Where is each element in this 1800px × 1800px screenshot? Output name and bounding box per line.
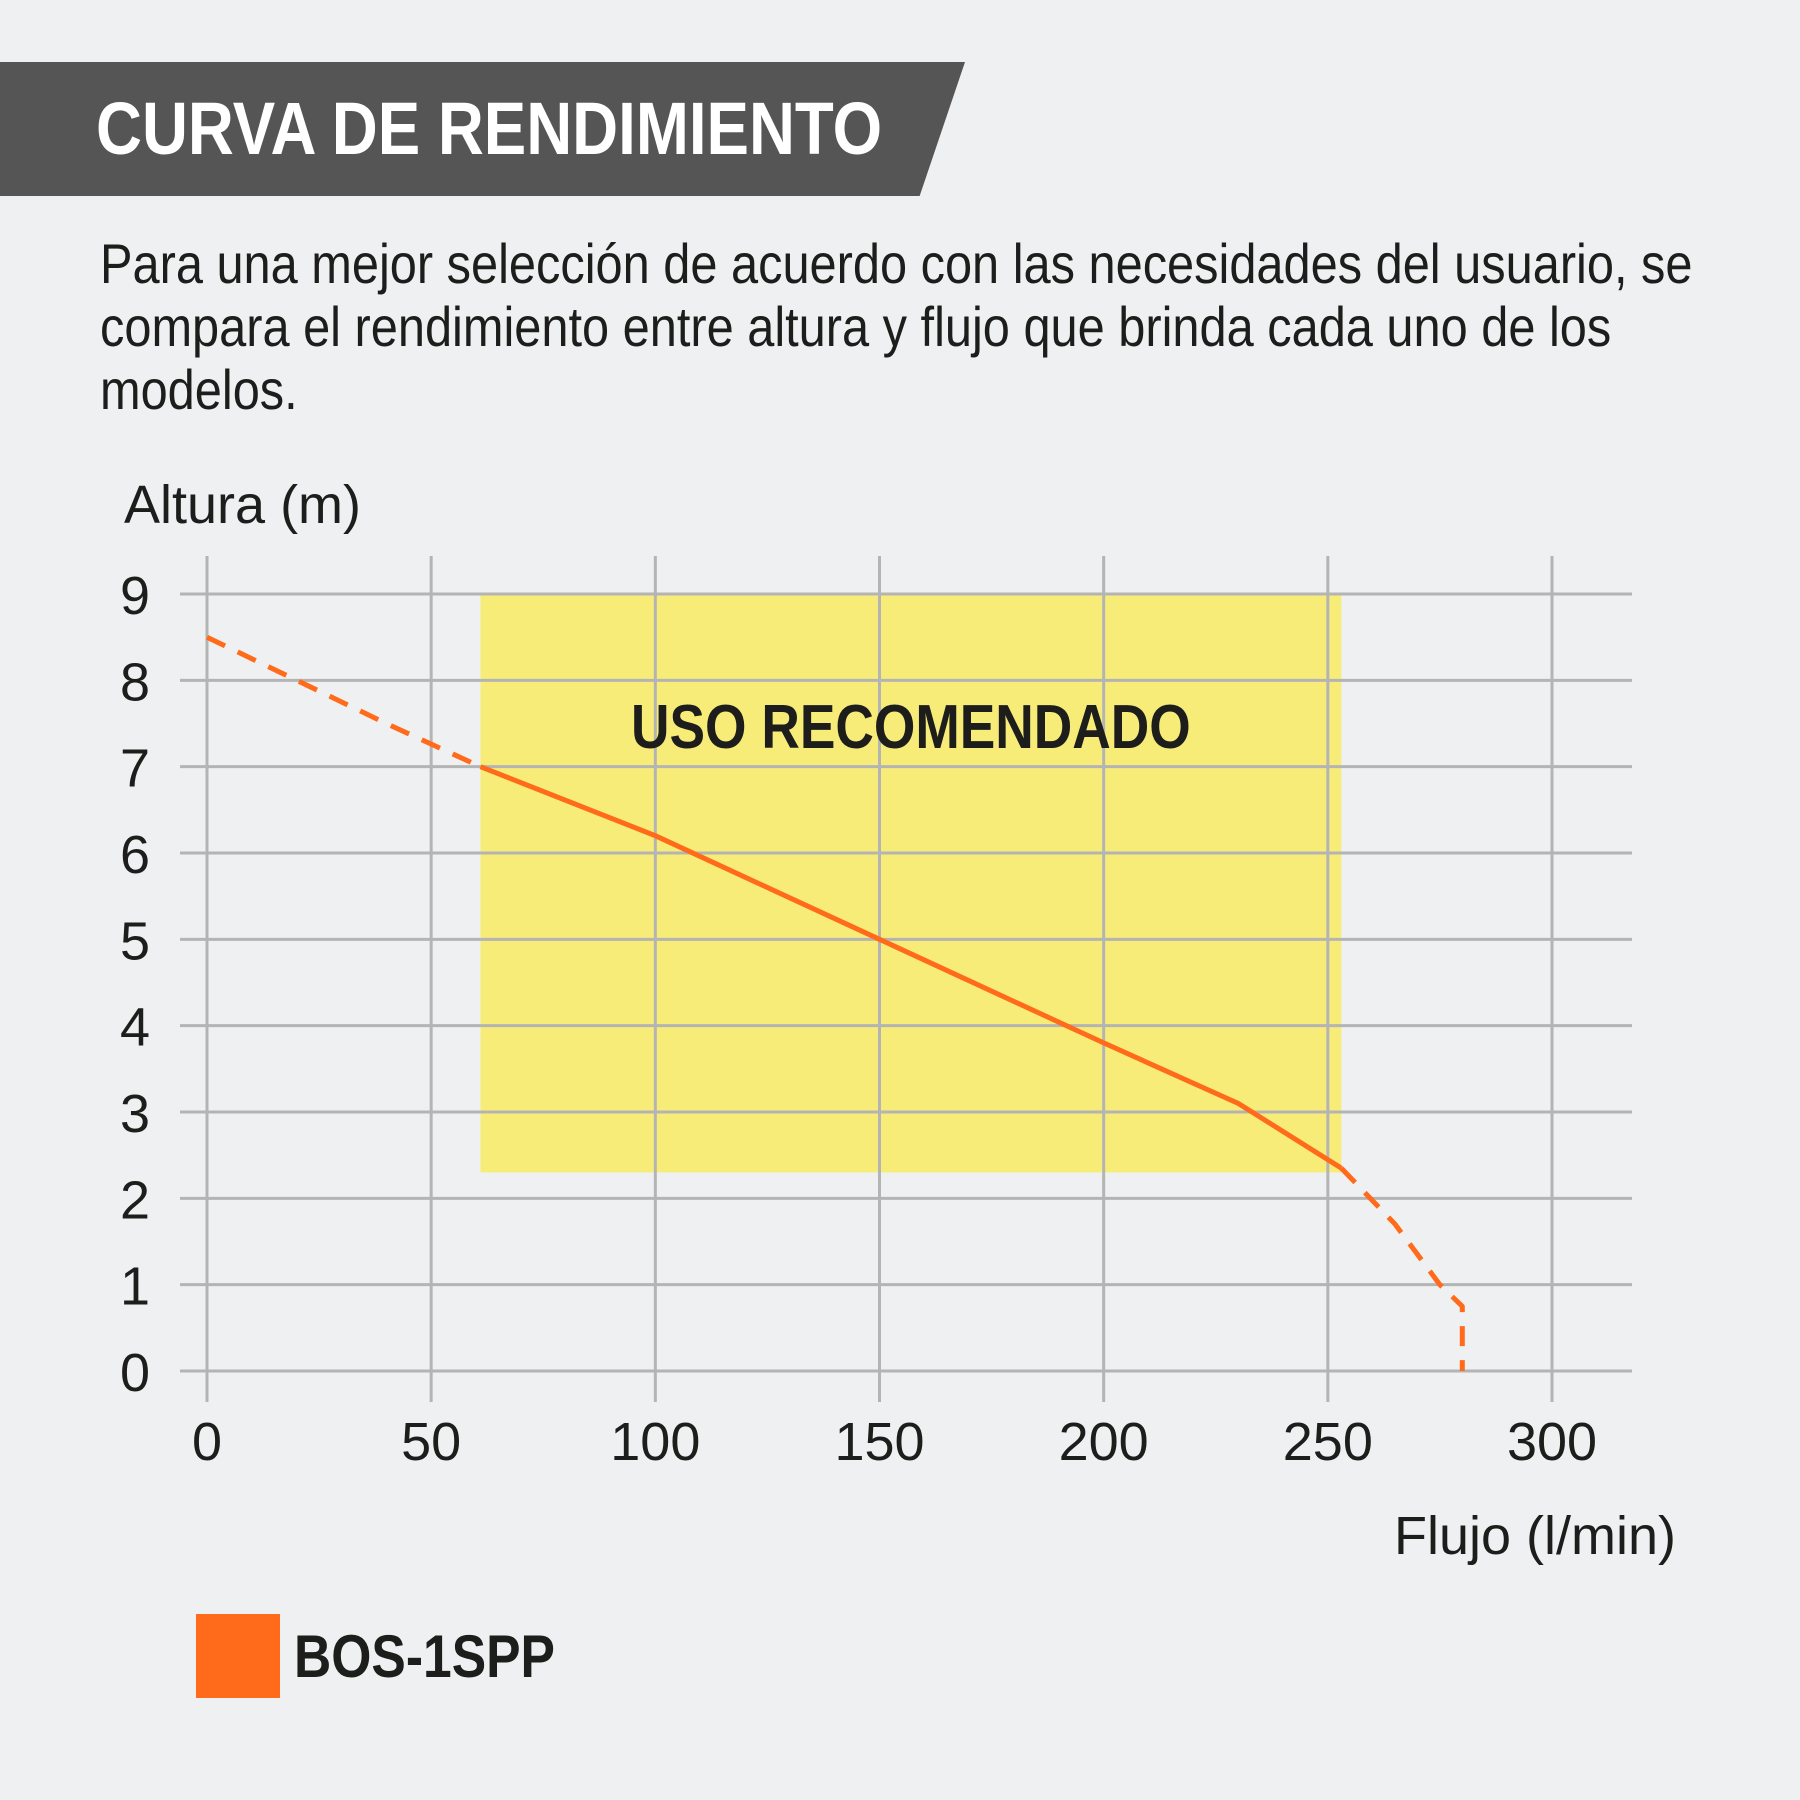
x-tick-label-100: 100: [610, 1412, 700, 1472]
x-tick-label-250: 250: [1283, 1412, 1373, 1472]
y-tick-label-9: 9: [120, 566, 150, 626]
y-tick-label-2: 2: [120, 1170, 150, 1230]
title-banner: [0, 62, 965, 196]
y-axis-label: Altura (m): [124, 475, 361, 535]
series-line-0-segment-2-dashed: [1339, 1166, 1465, 1371]
y-tick-label-8: 8: [120, 652, 150, 712]
series-line-0-segment-1-solid: [479, 764, 1343, 1171]
x-tick-label-50: 50: [401, 1412, 461, 1472]
y-tick-label-6: 6: [120, 825, 150, 885]
y-tick-label-3: 3: [120, 1084, 150, 1144]
legend-label-bos-1spp: BOS-1SPP: [294, 1622, 555, 1690]
recommended-zone-label: USO RECOMENDADO: [631, 693, 1191, 762]
legend-swatch-bos-1spp: [196, 1614, 280, 1698]
y-tick-label-7: 7: [120, 739, 150, 799]
legend: BOS-1SPP: [196, 1614, 597, 1698]
y-tick-label-0: 0: [120, 1343, 150, 1403]
y-tick-label-1: 1: [120, 1257, 150, 1317]
x-axis-label: Flujo (l/min): [1394, 1506, 1676, 1566]
y-tick-label-5: 5: [120, 911, 150, 971]
x-tick-label-0: 0: [192, 1412, 222, 1472]
x-tick-label-150: 150: [834, 1412, 924, 1472]
recommended-zone: [480, 594, 1342, 1173]
page-title: CURVA DE RENDIMIENTO: [96, 87, 883, 170]
x-tick-label-200: 200: [1059, 1412, 1149, 1472]
x-tick-label-300: 300: [1507, 1412, 1597, 1472]
series-line-0-segment-0-dashed: [205, 634, 482, 769]
description-text: Para una mejor selección de acuerdo con …: [100, 232, 1693, 421]
y-tick-label-4: 4: [120, 998, 150, 1058]
